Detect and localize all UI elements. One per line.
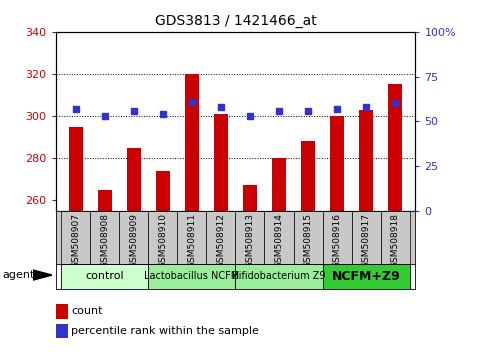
- Bar: [265, 211, 294, 264]
- Bar: [330, 116, 344, 211]
- Bar: [301, 141, 315, 211]
- Bar: [272, 158, 286, 211]
- Text: GSM508912: GSM508912: [216, 213, 226, 268]
- Bar: [148, 211, 177, 264]
- Bar: [359, 110, 373, 211]
- Point: [159, 111, 167, 117]
- Bar: [69, 126, 83, 211]
- Bar: [98, 190, 112, 211]
- Point: [391, 101, 399, 106]
- Point: [217, 104, 225, 110]
- Bar: [243, 185, 257, 211]
- Bar: [148, 264, 236, 289]
- Text: GSM508911: GSM508911: [187, 213, 197, 268]
- Text: GSM508918: GSM508918: [391, 213, 399, 268]
- Text: GSM508916: GSM508916: [332, 213, 341, 268]
- Point: [246, 113, 254, 119]
- Bar: [352, 211, 381, 264]
- Point: [362, 104, 370, 110]
- Bar: [156, 171, 170, 211]
- Bar: [388, 85, 402, 211]
- Text: GSM508909: GSM508909: [129, 213, 139, 268]
- Bar: [61, 264, 148, 289]
- Bar: [177, 211, 206, 264]
- Point: [275, 108, 283, 113]
- Text: GSM508915: GSM508915: [303, 213, 313, 268]
- Bar: [119, 211, 148, 264]
- Text: NCFM+Z9: NCFM+Z9: [332, 270, 400, 282]
- Text: GSM508907: GSM508907: [71, 213, 80, 268]
- Bar: [61, 211, 90, 264]
- Text: GSM508908: GSM508908: [100, 213, 109, 268]
- Text: percentile rank within the sample: percentile rank within the sample: [71, 326, 259, 336]
- Bar: [127, 148, 141, 211]
- Text: Bifidobacterium Z9: Bifidobacterium Z9: [232, 271, 326, 281]
- Bar: [323, 211, 352, 264]
- Point: [101, 113, 109, 119]
- Bar: [236, 211, 265, 264]
- Point: [304, 108, 312, 113]
- Text: GSM508917: GSM508917: [362, 213, 370, 268]
- Point: [130, 108, 138, 113]
- Polygon shape: [33, 270, 52, 280]
- Text: control: control: [85, 271, 124, 281]
- Bar: [294, 211, 323, 264]
- Text: GSM508914: GSM508914: [274, 213, 284, 268]
- Bar: [323, 264, 410, 289]
- Text: GSM508913: GSM508913: [245, 213, 255, 268]
- Bar: [185, 74, 199, 211]
- Bar: [90, 211, 119, 264]
- Point: [333, 106, 341, 112]
- Text: count: count: [71, 306, 103, 316]
- Bar: [381, 211, 410, 264]
- Text: Lactobacillus NCFM: Lactobacillus NCFM: [144, 271, 240, 281]
- Bar: [213, 114, 228, 211]
- Text: agent: agent: [2, 270, 35, 280]
- Bar: [206, 211, 236, 264]
- Point: [72, 106, 80, 112]
- Point: [188, 99, 196, 104]
- Bar: [236, 264, 323, 289]
- Title: GDS3813 / 1421466_at: GDS3813 / 1421466_at: [155, 14, 316, 28]
- Text: GSM508910: GSM508910: [158, 213, 168, 268]
